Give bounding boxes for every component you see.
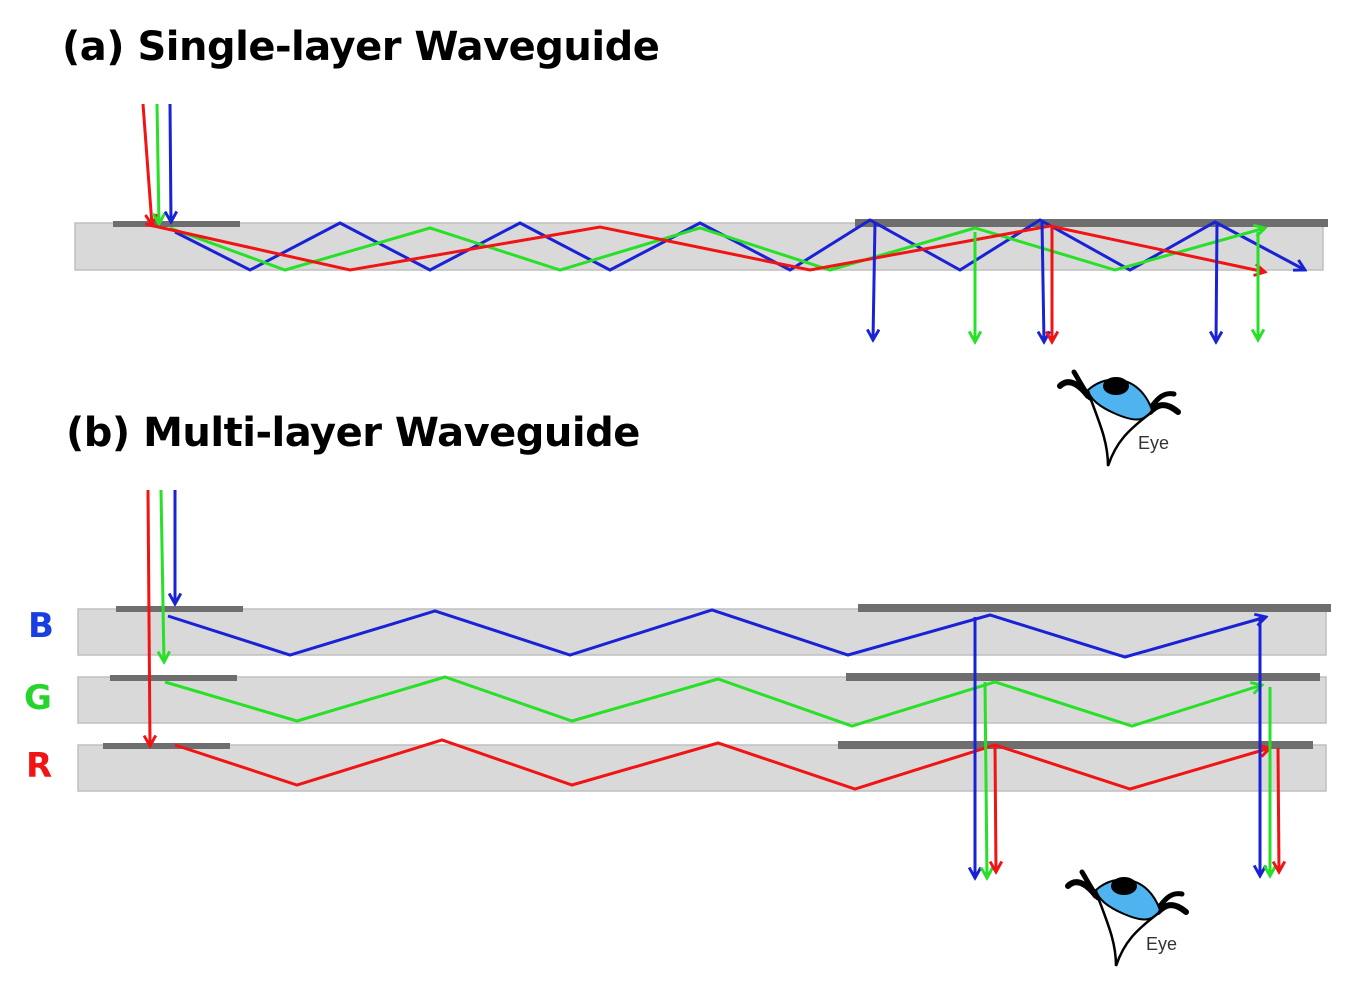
eye-icon bbox=[1065, 869, 1189, 967]
panel-a-title: (a) Single-layer Waveguide bbox=[62, 24, 660, 70]
layer-label-green: G bbox=[24, 678, 52, 718]
ray-red-in bbox=[141, 103, 152, 225]
layer-label-red: R bbox=[26, 746, 53, 786]
ray-blue-in bbox=[170, 103, 171, 222]
in-coupler-grating bbox=[113, 221, 240, 227]
ray-red-tir bbox=[144, 222, 1265, 272]
out-coupler-grating bbox=[855, 219, 1328, 227]
multi-layer-rays bbox=[148, 489, 1279, 878]
ray-blue-tir bbox=[174, 218, 1305, 272]
eye-label-a: Eye bbox=[1138, 433, 1169, 453]
ray-green-tir bbox=[169, 228, 1265, 272]
ray-green-in bbox=[157, 103, 159, 224]
waveguide-blue bbox=[77, 608, 1327, 656]
layer-label-blue: B bbox=[28, 606, 54, 646]
panel-b-title: (b) Multi-layer Waveguide bbox=[66, 410, 640, 456]
multi-layer-waveguides bbox=[77, 604, 1331, 792]
single-layer-rays bbox=[141, 103, 1305, 342]
eye-label-b: Eye bbox=[1146, 934, 1177, 954]
eye-icon bbox=[1057, 369, 1181, 467]
waveguide-red bbox=[77, 744, 1327, 792]
